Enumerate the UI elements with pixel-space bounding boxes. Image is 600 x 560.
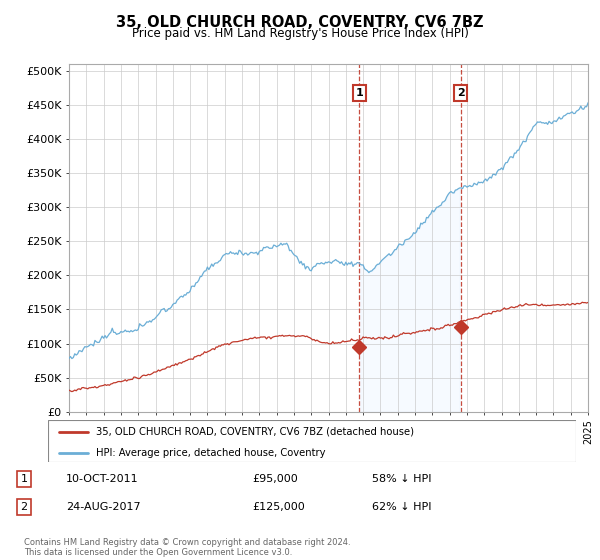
- FancyBboxPatch shape: [48, 420, 576, 462]
- Text: £95,000: £95,000: [252, 474, 298, 484]
- Text: £125,000: £125,000: [252, 502, 305, 512]
- Text: 24-AUG-2017: 24-AUG-2017: [66, 502, 140, 512]
- Text: 10-OCT-2011: 10-OCT-2011: [66, 474, 139, 484]
- Text: HPI: Average price, detached house, Coventry: HPI: Average price, detached house, Cove…: [95, 448, 325, 458]
- Text: Price paid vs. HM Land Registry's House Price Index (HPI): Price paid vs. HM Land Registry's House …: [131, 27, 469, 40]
- Text: 58% ↓ HPI: 58% ↓ HPI: [372, 474, 431, 484]
- Text: Contains HM Land Registry data © Crown copyright and database right 2024.
This d: Contains HM Land Registry data © Crown c…: [24, 538, 350, 557]
- Text: 1: 1: [355, 88, 363, 98]
- Text: 35, OLD CHURCH ROAD, COVENTRY, CV6 7BZ (detached house): 35, OLD CHURCH ROAD, COVENTRY, CV6 7BZ (…: [95, 427, 413, 437]
- Text: 2: 2: [457, 88, 465, 98]
- Text: 35, OLD CHURCH ROAD, COVENTRY, CV6 7BZ: 35, OLD CHURCH ROAD, COVENTRY, CV6 7BZ: [116, 15, 484, 30]
- Text: 2: 2: [20, 502, 28, 512]
- Text: 1: 1: [20, 474, 28, 484]
- Text: 62% ↓ HPI: 62% ↓ HPI: [372, 502, 431, 512]
